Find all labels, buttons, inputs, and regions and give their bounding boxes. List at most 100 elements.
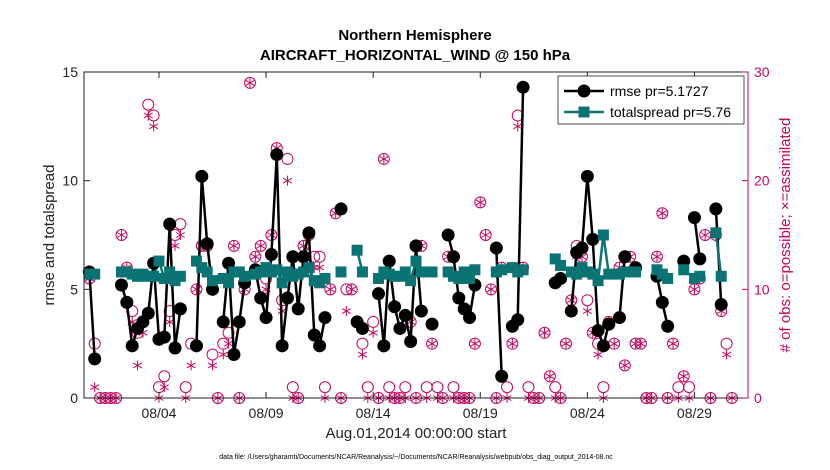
rmse-point	[163, 217, 177, 231]
rmse-point	[291, 302, 305, 316]
obs-possible-marker	[281, 152, 294, 165]
obs-assimilated-stroke	[475, 199, 485, 206]
obs-possible-marker	[115, 229, 128, 241]
obs-assimilated-stroke	[582, 308, 592, 315]
obs-possible-marker	[683, 381, 696, 394]
obs-possible-marker	[206, 348, 219, 361]
obs-assimilated-stroke	[229, 242, 239, 249]
series-markers	[82, 80, 728, 383]
totalspread-point	[464, 272, 476, 284]
totalspread-point	[373, 272, 385, 284]
totalspread-point	[223, 277, 235, 289]
totalspread-point	[303, 262, 315, 274]
rmse-point	[580, 169, 594, 183]
obs-assimilated-marker	[486, 284, 496, 295]
obs-assimilated-marker	[427, 338, 437, 349]
obs-count-markers	[83, 76, 738, 404]
rmse-point	[452, 291, 466, 305]
rmse-point	[280, 291, 294, 305]
totalspread-point	[517, 264, 529, 276]
obs-possible-marker	[538, 326, 551, 339]
totalspread-point	[458, 266, 470, 278]
obs-assimilated-stroke	[486, 286, 496, 293]
rmse-point	[441, 228, 455, 242]
obs-assimilated-marker	[245, 77, 255, 88]
obs-possible-marker	[174, 218, 187, 231]
obs-assimilated-marker	[90, 382, 100, 393]
obs-possible-marker	[244, 76, 256, 89]
totalspread-point	[164, 266, 176, 278]
obs-assimilated-marker	[700, 230, 710, 240]
obs-possible-marker	[720, 337, 733, 350]
rmse-point	[313, 339, 327, 353]
obs-assimilated-marker	[507, 338, 517, 349]
obs-assimilated-stroke	[159, 384, 169, 391]
obs-possible-marker	[479, 229, 492, 241]
obs-assimilated-stroke	[256, 242, 266, 249]
obs-assimilated-marker	[341, 306, 351, 317]
obs-assimilated-stroke	[593, 351, 603, 358]
x-tick-label: 08/19	[463, 405, 498, 421]
y-tick-label: 0	[70, 390, 78, 406]
rmse-point	[591, 324, 605, 338]
rmse-point	[157, 330, 171, 344]
obs-possible-marker	[318, 381, 331, 394]
rmse-point	[575, 241, 589, 255]
rmse-point	[602, 317, 616, 331]
rmse-point	[232, 315, 246, 329]
totalspread-point	[276, 277, 288, 289]
obs-assimilated-stroke	[250, 253, 260, 260]
rmse-point	[355, 321, 369, 335]
obs-assimilated-marker	[170, 240, 180, 251]
obs-possible-marker	[581, 294, 594, 307]
rmse-point	[195, 169, 209, 183]
rmse-point	[495, 369, 509, 383]
obs-assimilated-stroke	[315, 264, 325, 271]
obs-possible-marker	[447, 381, 460, 394]
obs-possible-marker	[559, 337, 572, 350]
obs-assimilated-marker	[545, 371, 555, 382]
series-lines	[88, 87, 723, 377]
obs-assimilated-stroke	[207, 362, 218, 369]
totalspread-point	[190, 255, 202, 267]
rmse-point	[334, 202, 348, 216]
obs-assimilated-marker	[347, 284, 357, 295]
obs-assimilated-stroke	[223, 340, 234, 347]
totalspread-point	[399, 266, 411, 278]
obs-assimilated-marker	[229, 240, 239, 251]
obs-assimilated-marker	[282, 175, 293, 186]
obs-possible-marker	[383, 381, 396, 394]
obs-assimilated-marker	[593, 349, 603, 360]
x-tick-label: 08/24	[570, 405, 605, 421]
totalspread-point	[571, 268, 583, 280]
obs-possible-marker	[152, 381, 165, 394]
y2-tick-label: 30	[754, 64, 770, 80]
obs-assimilated-stroke	[679, 373, 689, 380]
rmse-point	[88, 352, 102, 366]
rmse-point	[618, 250, 632, 264]
totalspread-point	[453, 272, 465, 284]
rmse-point	[511, 313, 525, 327]
obs-possible-marker	[222, 326, 235, 339]
x-tick-label: 08/04	[141, 405, 176, 421]
rmse-point	[489, 241, 503, 255]
obs-assimilated-marker	[218, 349, 228, 360]
totalspread-point	[201, 266, 213, 278]
obs-assimilated-marker	[513, 121, 523, 132]
obs-assimilated-stroke	[90, 384, 100, 391]
totalspread-point	[148, 270, 160, 282]
obs-possible-marker	[249, 250, 262, 263]
obs-assimilated-stroke	[700, 232, 710, 238]
obs-possible-marker	[543, 370, 556, 383]
obs-possible-marker	[158, 370, 171, 383]
obs-assimilated-stroke	[636, 340, 646, 347]
obs-assimilated-stroke	[218, 351, 228, 358]
obs-possible-marker	[286, 381, 299, 394]
obs-assimilated-marker	[175, 230, 185, 240]
totalspread-point	[89, 268, 101, 280]
obs-assimilated-marker	[475, 197, 485, 208]
rmse-point	[275, 339, 289, 353]
totalspread-point	[335, 266, 347, 278]
y-axis-label: rmse and totalspread	[41, 165, 58, 306]
